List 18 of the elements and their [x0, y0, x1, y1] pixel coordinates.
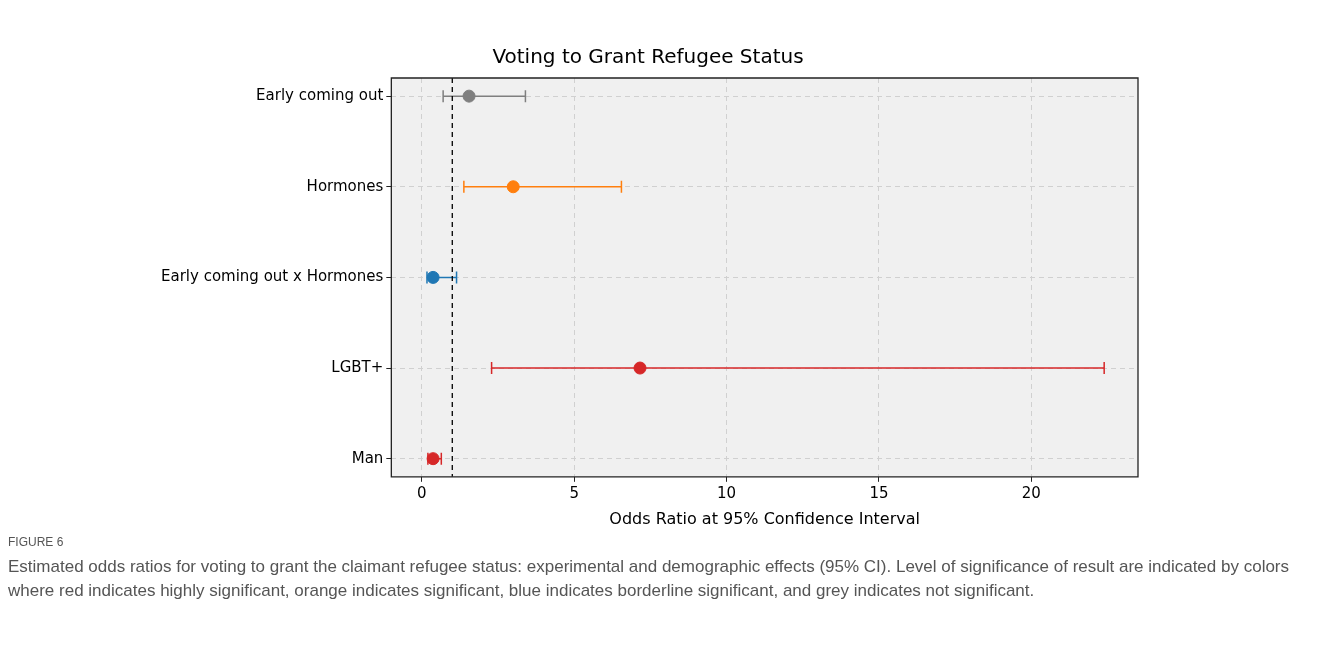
chart-title: Voting to Grant Refugee Status [492, 44, 804, 69]
point [633, 361, 647, 375]
y-tick-label: Early coming out x Hormones [161, 267, 384, 286]
x-tick-label: 15 [869, 483, 889, 502]
text: Estimated odds ratios for voting to grant the claimant refugee status: experimental and demographic effects (95% CI). Level of significance of result are indicated by colors where red indicates highly significant, orange indicates significant, blue indicates borderline significant, and grey indicates not significant. [8, 556, 1291, 602]
point [462, 89, 476, 103]
point [426, 270, 440, 284]
y-tick-label: Man [351, 448, 384, 467]
x-axis-title: Odds Ratio at 95% Confidence Interval [609, 508, 920, 528]
x-tick-label: 20 [1021, 483, 1041, 502]
x-tick-label: 5 [569, 483, 579, 502]
y-tick-label: LGBT+ [331, 357, 384, 376]
y-tick-label: Hormones [306, 176, 384, 195]
x-tick-label: 10 [717, 483, 737, 502]
point [506, 180, 520, 194]
y-tick-label: Early coming out [256, 86, 384, 105]
caption: FIGURE 6 [8, 535, 65, 549]
x-tick-label: 0 [417, 483, 427, 502]
